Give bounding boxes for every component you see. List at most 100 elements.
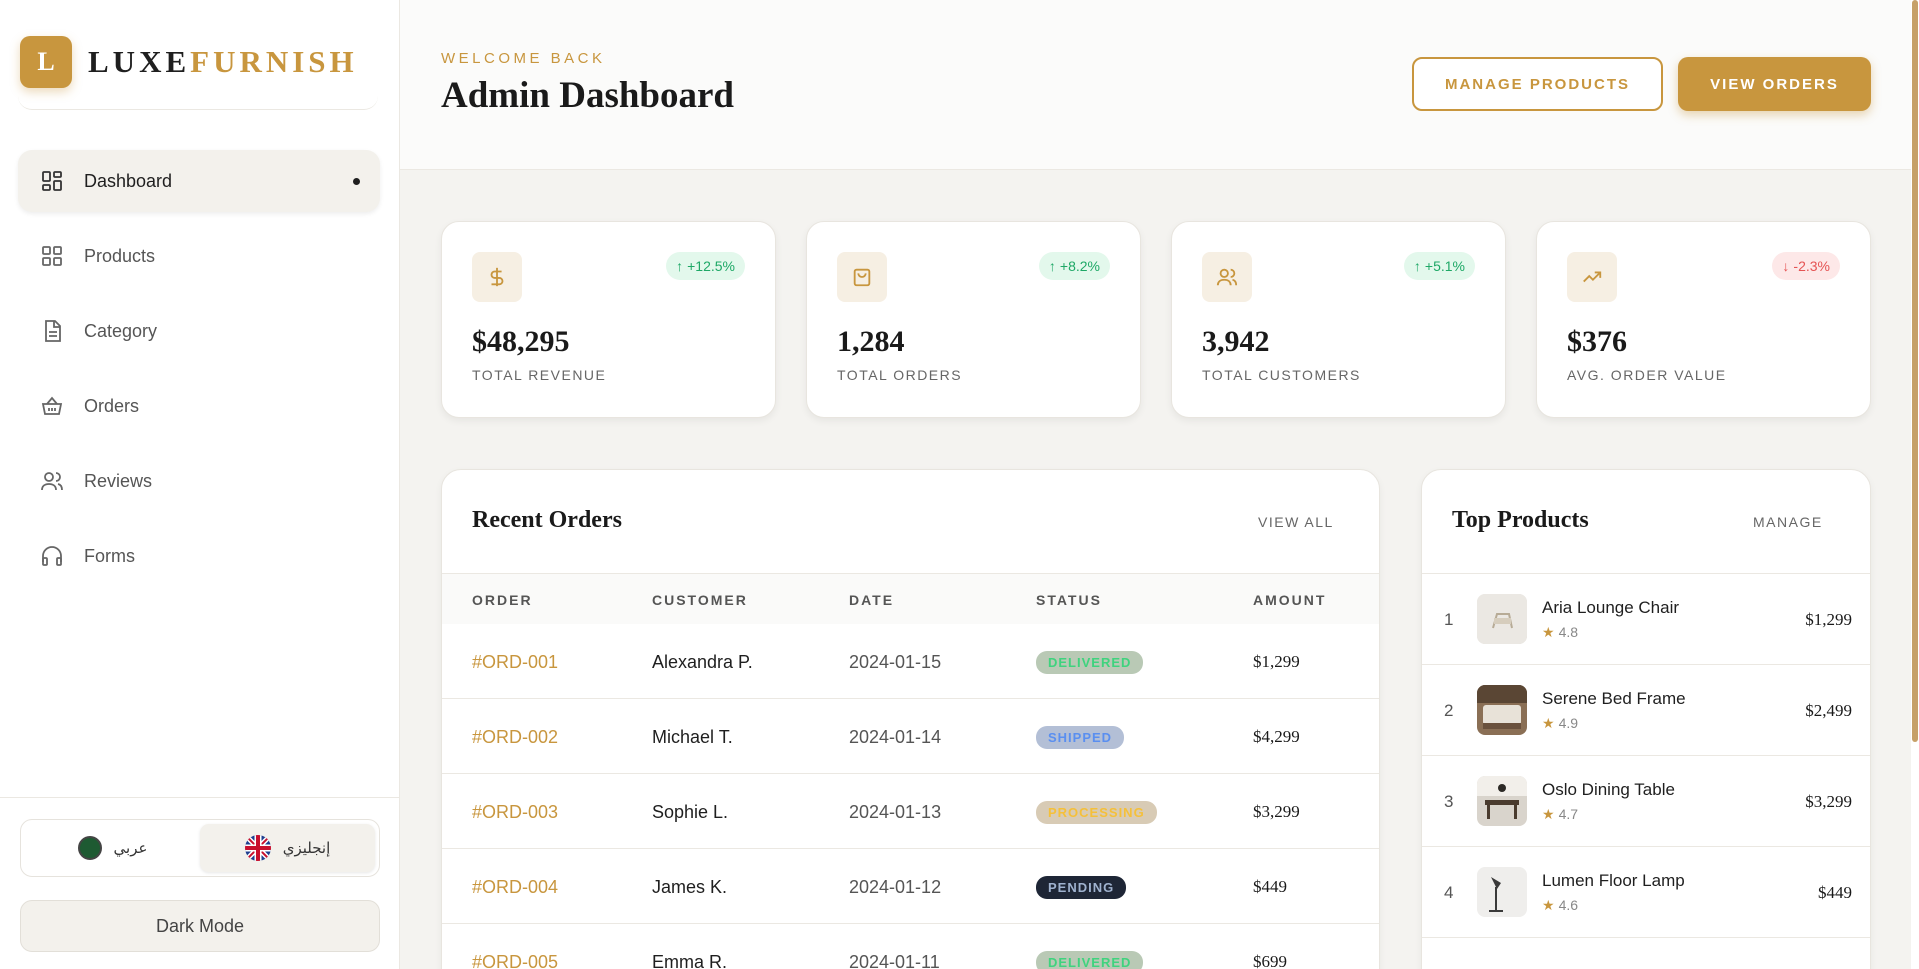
active-indicator-dot bbox=[353, 178, 360, 185]
star-icon: ★ bbox=[1542, 806, 1555, 822]
order-id[interactable]: #ORD-005 bbox=[472, 952, 559, 969]
product-row[interactable]: 2 Serene Bed Frame ★ 4.9 $2,499 bbox=[1422, 665, 1870, 756]
table-row[interactable]: #ORD-002 Michael T. 2024-01-14 SHIPPED $… bbox=[442, 699, 1379, 774]
welcome-text: WELCOME BACK bbox=[441, 50, 606, 67]
customer-name: Alexandra P. bbox=[652, 652, 753, 672]
rating-value: 4.8 bbox=[1558, 624, 1579, 640]
table-row[interactable]: #ORD-001 Alexandra P. 2024-01-15 DELIVER… bbox=[442, 624, 1379, 699]
brand-name: LUXEFURNISH bbox=[88, 44, 358, 80]
status-badge: PENDING bbox=[1036, 876, 1127, 899]
product-price: $449 bbox=[1818, 883, 1852, 902]
product-rating: ★ 4.8 bbox=[1542, 624, 1578, 641]
sidebar-item-products[interactable]: Products bbox=[18, 225, 380, 287]
recent-orders-panel: Recent Orders VIEW ALL ORDER CUSTOMER DA… bbox=[441, 469, 1380, 969]
lang-option-english[interactable]: إنجليزي bbox=[200, 824, 375, 872]
trend-value: -2.3% bbox=[1793, 258, 1830, 274]
table-header: ORDER CUSTOMER DATE STATUS AMOUNT bbox=[442, 574, 1379, 624]
basket-icon bbox=[40, 394, 64, 418]
status-cell: DELIVERED bbox=[1036, 951, 1144, 969]
product-row[interactable]: 1 Aria Lounge Chair ★ 4.8 $1,299 bbox=[1422, 574, 1870, 665]
status-cell: SHIPPED bbox=[1036, 726, 1125, 749]
product-thumbnail bbox=[1477, 776, 1527, 826]
uk-flag-icon bbox=[244, 835, 271, 861]
order-id[interactable]: #ORD-003 bbox=[472, 802, 559, 822]
sidebar-item-category[interactable]: Category bbox=[18, 300, 380, 362]
sidebar-item-label: Products bbox=[84, 245, 156, 266]
table-row[interactable]: #ORD-005 Emma R. 2024-01-11 DELIVERED $6… bbox=[442, 924, 1379, 969]
stat-card-revenue: ↑ +12.5% $48,295 TOTAL REVENUE bbox=[441, 221, 776, 418]
order-id[interactable]: #ORD-002 bbox=[472, 727, 559, 747]
order-id[interactable]: #ORD-004 bbox=[472, 877, 559, 897]
product-price: $1,299 bbox=[1805, 610, 1852, 629]
product-name: Aria Lounge Chair bbox=[1542, 598, 1680, 617]
order-amount: $449 bbox=[1253, 877, 1287, 896]
product-rank: 3 bbox=[1444, 792, 1454, 811]
order-amount: $3,299 bbox=[1253, 802, 1300, 821]
dark-mode-button[interactable]: Dark Mode bbox=[20, 900, 380, 952]
arrow-down-icon: ↓ bbox=[1782, 258, 1790, 274]
star-icon: ★ bbox=[1542, 715, 1555, 731]
top-products-panel: Top Products MANAGE 1 Aria Lounge Chair … bbox=[1421, 469, 1871, 969]
stat-label: AVG. ORDER VALUE bbox=[1567, 367, 1727, 383]
product-row[interactable]: 3 Oslo Dining Table ★ 4.7 $3,299 bbox=[1422, 756, 1870, 847]
product-name: Serene Bed Frame bbox=[1542, 689, 1686, 708]
customer-name: Michael T. bbox=[652, 727, 733, 747]
status-cell: PROCESSING bbox=[1036, 801, 1157, 824]
order-amount: $4,299 bbox=[1253, 727, 1300, 746]
shopping-bag-icon bbox=[837, 252, 887, 302]
brand-header[interactable]: L LUXEFURNISH bbox=[18, 14, 378, 110]
stat-card-orders: ↑ +8.2% 1,284 TOTAL ORDERS bbox=[806, 221, 1141, 418]
page-header: WELCOME BACK Admin Dashboard MANAGE PROD… bbox=[400, 0, 1919, 170]
product-price: $3,299 bbox=[1805, 792, 1852, 811]
sidebar-item-reviews[interactable]: Reviews bbox=[18, 450, 380, 512]
status-cell: PENDING bbox=[1036, 876, 1127, 899]
brand-name-part1: LUXE bbox=[88, 43, 191, 79]
stat-value: $48,295 bbox=[472, 325, 570, 358]
table-row[interactable]: #ORD-004 James K. 2024-01-12 PENDING $44… bbox=[442, 849, 1379, 924]
sidebar-item-dashboard[interactable]: Dashboard bbox=[18, 150, 380, 212]
customer-name: Sophie L. bbox=[652, 802, 729, 822]
saudi-flag-icon bbox=[77, 836, 102, 860]
customer-name: Emma R. bbox=[652, 952, 728, 969]
product-row[interactable]: 4 Lumen Floor Lamp ★ 4.6 $449 bbox=[1422, 847, 1870, 938]
sidebar-item-forms[interactable]: Forms bbox=[18, 525, 380, 587]
dashboard-grid-icon bbox=[40, 169, 64, 193]
stat-value: 1,284 bbox=[837, 325, 905, 358]
stat-label: TOTAL ORDERS bbox=[837, 367, 963, 383]
rating-value: 4.9 bbox=[1558, 715, 1579, 731]
view-all-link[interactable]: VIEW ALL bbox=[1258, 514, 1334, 530]
panel-title: Top Products bbox=[1452, 507, 1589, 533]
lang-option-arabic[interactable]: عربي bbox=[25, 824, 200, 872]
star-icon: ★ bbox=[1542, 897, 1555, 913]
product-thumbnail bbox=[1477, 867, 1527, 917]
column-header: STATUS bbox=[1036, 592, 1102, 608]
product-rating: ★ 4.6 bbox=[1542, 897, 1578, 914]
table-row[interactable]: #ORD-003 Sophie L. 2024-01-13 PROCESSING… bbox=[442, 774, 1379, 849]
column-header: AMOUNT bbox=[1253, 592, 1327, 608]
column-header: ORDER bbox=[472, 592, 533, 608]
users-icon bbox=[1202, 252, 1252, 302]
product-rank: 2 bbox=[1444, 701, 1454, 720]
panel-header: Top Products MANAGE bbox=[1422, 470, 1870, 574]
page-title: Admin Dashboard bbox=[441, 75, 735, 116]
order-date: 2024-01-13 bbox=[849, 802, 942, 822]
product-rating: ★ 4.9 bbox=[1542, 715, 1578, 732]
trend-value: +12.5% bbox=[687, 258, 735, 274]
scrollbar-thumb[interactable] bbox=[1912, 0, 1918, 742]
users-icon bbox=[40, 469, 64, 493]
order-id[interactable]: #ORD-001 bbox=[472, 652, 559, 672]
manage-link[interactable]: MANAGE bbox=[1753, 514, 1823, 530]
stat-value: $376 bbox=[1567, 325, 1627, 358]
stat-card-customers: ↑ +5.1% 3,942 TOTAL CUSTOMERS bbox=[1171, 221, 1506, 418]
trend-value: +5.1% bbox=[1424, 258, 1465, 274]
page-scrollbar[interactable] bbox=[1911, 0, 1919, 969]
view-orders-button[interactable]: VIEW ORDERS bbox=[1678, 57, 1871, 111]
sidebar-item-label: Forms bbox=[84, 545, 135, 566]
sidebar-item-orders[interactable]: Orders bbox=[18, 375, 380, 437]
order-date: 2024-01-14 bbox=[849, 727, 942, 747]
star-icon: ★ bbox=[1542, 624, 1555, 640]
lang-label-arabic: عربي bbox=[113, 840, 148, 857]
product-price: $2,499 bbox=[1805, 701, 1852, 720]
manage-products-button[interactable]: MANAGE PRODUCTS bbox=[1412, 57, 1663, 111]
headphones-icon bbox=[40, 544, 64, 568]
